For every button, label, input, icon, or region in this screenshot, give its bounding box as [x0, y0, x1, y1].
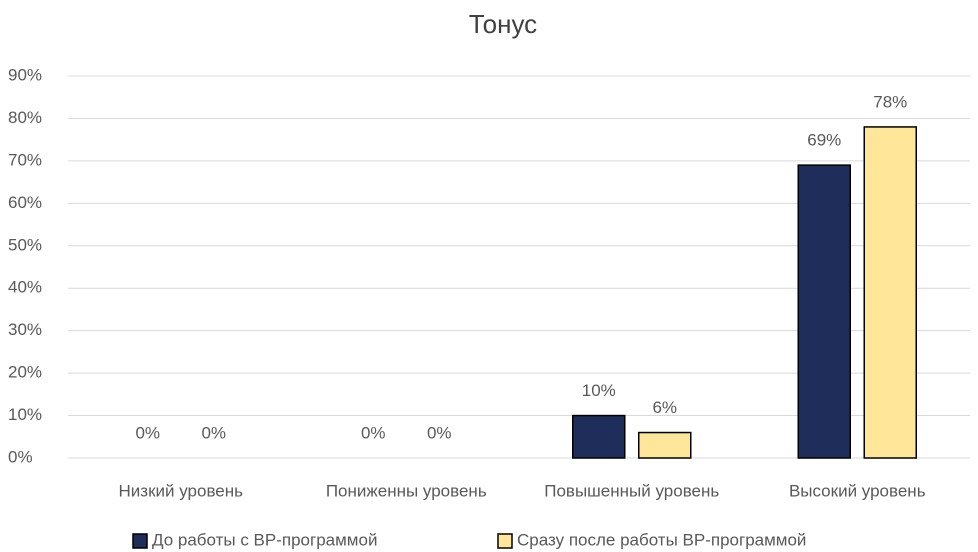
- x-tick-label: Повышенный уровень: [544, 481, 719, 500]
- bar: [572, 414, 626, 459]
- y-tick-label: 30%: [8, 320, 42, 339]
- legend-swatch: [497, 533, 513, 549]
- data-label: 0%: [201, 423, 226, 442]
- y-tick-label: 80%: [8, 108, 42, 127]
- legend-label: Сразу после работы ВР-программой: [517, 530, 806, 549]
- legend-label: До работы с ВР-программой: [152, 530, 377, 549]
- data-label: 0%: [135, 423, 160, 442]
- data-label: 0%: [361, 423, 386, 442]
- legend-swatch: [132, 533, 148, 549]
- y-tick-label: 0%: [8, 447, 33, 466]
- data-label: 6%: [652, 398, 677, 417]
- y-tick-label: 10%: [8, 405, 42, 424]
- y-tick-label: 90%: [8, 65, 42, 84]
- y-tick-label: 40%: [8, 278, 42, 297]
- x-tick-label: Пониженны уровень: [326, 481, 487, 500]
- data-label: 10%: [582, 381, 616, 400]
- bar: [863, 126, 917, 459]
- x-tick-label: Низкий уровень: [119, 481, 244, 500]
- x-tick-label: Высокий уровень: [789, 481, 926, 500]
- bar: [638, 431, 692, 459]
- y-tick-label: 50%: [8, 235, 42, 254]
- bar: [797, 164, 851, 459]
- y-tick-label: 20%: [8, 363, 42, 382]
- data-label: 0%: [427, 423, 452, 442]
- data-label: 69%: [807, 131, 841, 150]
- y-tick-label: 60%: [8, 193, 42, 212]
- data-label: 78%: [873, 92, 907, 111]
- y-tick-label: 70%: [8, 150, 42, 169]
- chart-title: Тонус: [469, 9, 537, 39]
